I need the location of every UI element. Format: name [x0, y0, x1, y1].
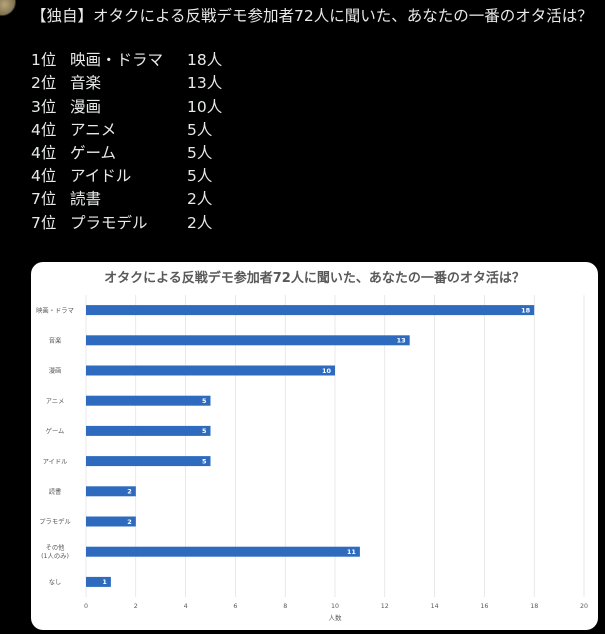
ranking-position: 7位	[31, 190, 57, 209]
ranking-item: 漫画	[70, 97, 102, 116]
x-tick-label: 14	[431, 603, 439, 610]
bar-value-label: 5	[202, 427, 207, 435]
ranking-item: ゲーム	[70, 143, 117, 162]
post-title: 【独自】オタクによる反戦デモ参加者72人に聞いた、あなたの一番のオタ活は？	[31, 7, 593, 25]
ranking-position: 4位	[31, 143, 57, 162]
avatar[interactable]	[0, 0, 16, 16]
bar	[86, 365, 335, 376]
bar	[86, 395, 211, 406]
y-category-label: 読書	[49, 487, 62, 496]
ranking-position: 4位	[31, 120, 57, 139]
bar-value-label: 1	[102, 578, 107, 586]
bar-value-label: 5	[202, 457, 207, 465]
ranking-count: 2人	[187, 213, 213, 232]
ranking-count: 10人	[187, 97, 223, 116]
bar	[86, 425, 211, 436]
y-category-label: プラモデル	[39, 517, 70, 526]
bar-chart: オタクによる反戦デモ参加者72人に聞いた、あなたの一番のオタ活は？ 0 2 4 6 8 10…	[36, 270, 588, 622]
ranking-count: 5人	[187, 167, 213, 186]
x-tick-label: 4	[184, 603, 188, 610]
bar-value-label: 2	[127, 488, 132, 496]
ranking-count: 5人	[187, 120, 213, 139]
bar	[86, 546, 360, 557]
ranking-item: プラモデル	[70, 213, 148, 232]
ranking-count: 18人	[187, 51, 223, 70]
chart-title: オタクによる反戦デモ参加者72人に聞いた、あなたの一番のオタ活は？	[104, 270, 525, 286]
ranking-row: 4位 アニメ 5人	[31, 119, 597, 142]
y-category-label: 漫画	[49, 366, 62, 375]
ranking-row: 4位 ゲーム 5人	[31, 142, 597, 165]
y-category-label: ゲーム	[46, 426, 65, 435]
y-category-label: アイドル	[43, 457, 68, 465]
x-tick-label: 16	[480, 603, 488, 610]
chart-image[interactable]: オタクによる反戦デモ参加者72人に聞いた、あなたの一番のオタ活は？ 0 2 4 6 8 10…	[31, 262, 598, 630]
bar-value-label: 11	[347, 548, 357, 556]
ranking-row: 3位 漫画 10人	[31, 96, 597, 119]
bar	[86, 305, 535, 316]
ranking-count: 13人	[187, 74, 223, 93]
bar-value-label: 2	[127, 518, 132, 526]
ranking-count: 5人	[187, 143, 213, 162]
bar	[86, 335, 410, 346]
x-tick-label: 2	[134, 603, 138, 610]
bar-value-label: 10	[322, 367, 332, 375]
ranking-item: 読書	[70, 190, 102, 209]
ranking-item: アニメ	[70, 120, 117, 139]
x-tick-label: 8	[283, 603, 287, 610]
ranking-list: 1位 映画・ドラマ 18人 2位 音楽 13人 3位 漫画 10人 4位 アニメ 5人 4位 ゲーム 5人 4…	[31, 49, 597, 235]
ranking-row: 4位 アイドル 5人	[31, 165, 597, 188]
bar-value-label: 13	[397, 337, 406, 345]
x-tick-label: 0	[84, 603, 88, 610]
ranking-row: 7位 読書 2人	[31, 188, 597, 211]
bar	[86, 486, 136, 497]
bar	[86, 576, 111, 587]
ranking-position: 7位	[31, 213, 57, 232]
y-category-label: なし	[49, 578, 62, 586]
ranking-row: 2位 音楽 13人	[31, 72, 597, 95]
ranking-item: 映画・ドラマ	[70, 51, 164, 70]
y-category-label: その他(1人のみ)	[41, 543, 69, 561]
post-text: 【独自】オタクによる反戦デモ参加者72人に聞いた、あなたの一番のオタ活は？ 1位…	[31, 6, 597, 235]
ranking-position: 3位	[31, 97, 57, 116]
ranking-item: 音楽	[70, 74, 102, 93]
x-axis-label: 人数	[329, 613, 343, 622]
x-tick-label: 18	[530, 603, 538, 610]
bar-value-label: 18	[521, 306, 531, 314]
ranking-position: 4位	[31, 167, 57, 186]
y-category-label: 映画・ドラマ	[36, 305, 74, 314]
bar	[86, 456, 211, 467]
bar-value-label: 5	[202, 397, 207, 405]
y-category-label: 音楽	[49, 336, 62, 345]
y-category-label-line: その他	[46, 543, 66, 552]
x-tick-label: 10	[331, 603, 339, 610]
ranking-count: 2人	[187, 190, 213, 209]
ranking-position: 1位	[31, 51, 57, 70]
x-tick-label: 12	[381, 603, 389, 610]
x-tick-label: 20	[580, 603, 588, 610]
y-category-label: アニメ	[46, 397, 65, 405]
y-category-label-line: (1人のみ)	[41, 552, 69, 560]
ranking-row: 1位 映画・ドラマ 18人	[31, 49, 597, 72]
ranking-item: アイドル	[70, 167, 132, 186]
ranking-position: 2位	[31, 74, 57, 93]
bar	[86, 516, 136, 527]
x-tick-label: 6	[233, 603, 237, 610]
ranking-row: 7位 プラモデル 2人	[31, 212, 597, 235]
